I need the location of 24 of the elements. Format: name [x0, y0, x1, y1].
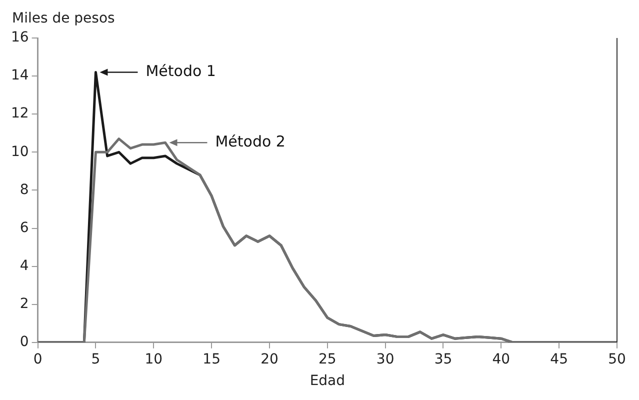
x-tick-label: 0 [33, 351, 42, 368]
y-axis-title: Miles de pesos [12, 10, 115, 27]
x-tick-label: 45 [550, 351, 568, 368]
y-tick-label: 8 [20, 182, 29, 198]
x-tick-label: 10 [144, 351, 163, 368]
x-tick-label: 15 [202, 351, 220, 368]
y-tick-label: 16 [10, 30, 29, 46]
x-tick-label: 40 [492, 351, 510, 368]
y-tick-label: 6 [20, 220, 29, 236]
y-tick-label: 14 [10, 68, 29, 84]
x-tick-label: 20 [260, 351, 278, 368]
legend-label: Método 2 [215, 132, 286, 151]
legend-label: Método 1 [146, 62, 216, 80]
x-tick-label: 35 [434, 351, 452, 368]
x-tick-label: 5 [91, 351, 100, 368]
y-tick-label: 4 [20, 258, 29, 274]
y-tick-label: 2 [20, 296, 29, 312]
y-tick-label: 12 [10, 106, 29, 122]
x-tick-label: 30 [376, 351, 394, 368]
x-axis-title: Edad [310, 373, 346, 390]
y-tick-label: 0 [20, 334, 29, 350]
y-tick-label: 10 [10, 144, 29, 160]
x-tick-label: 50 [608, 351, 626, 368]
x-tick-label: 25 [318, 351, 336, 368]
